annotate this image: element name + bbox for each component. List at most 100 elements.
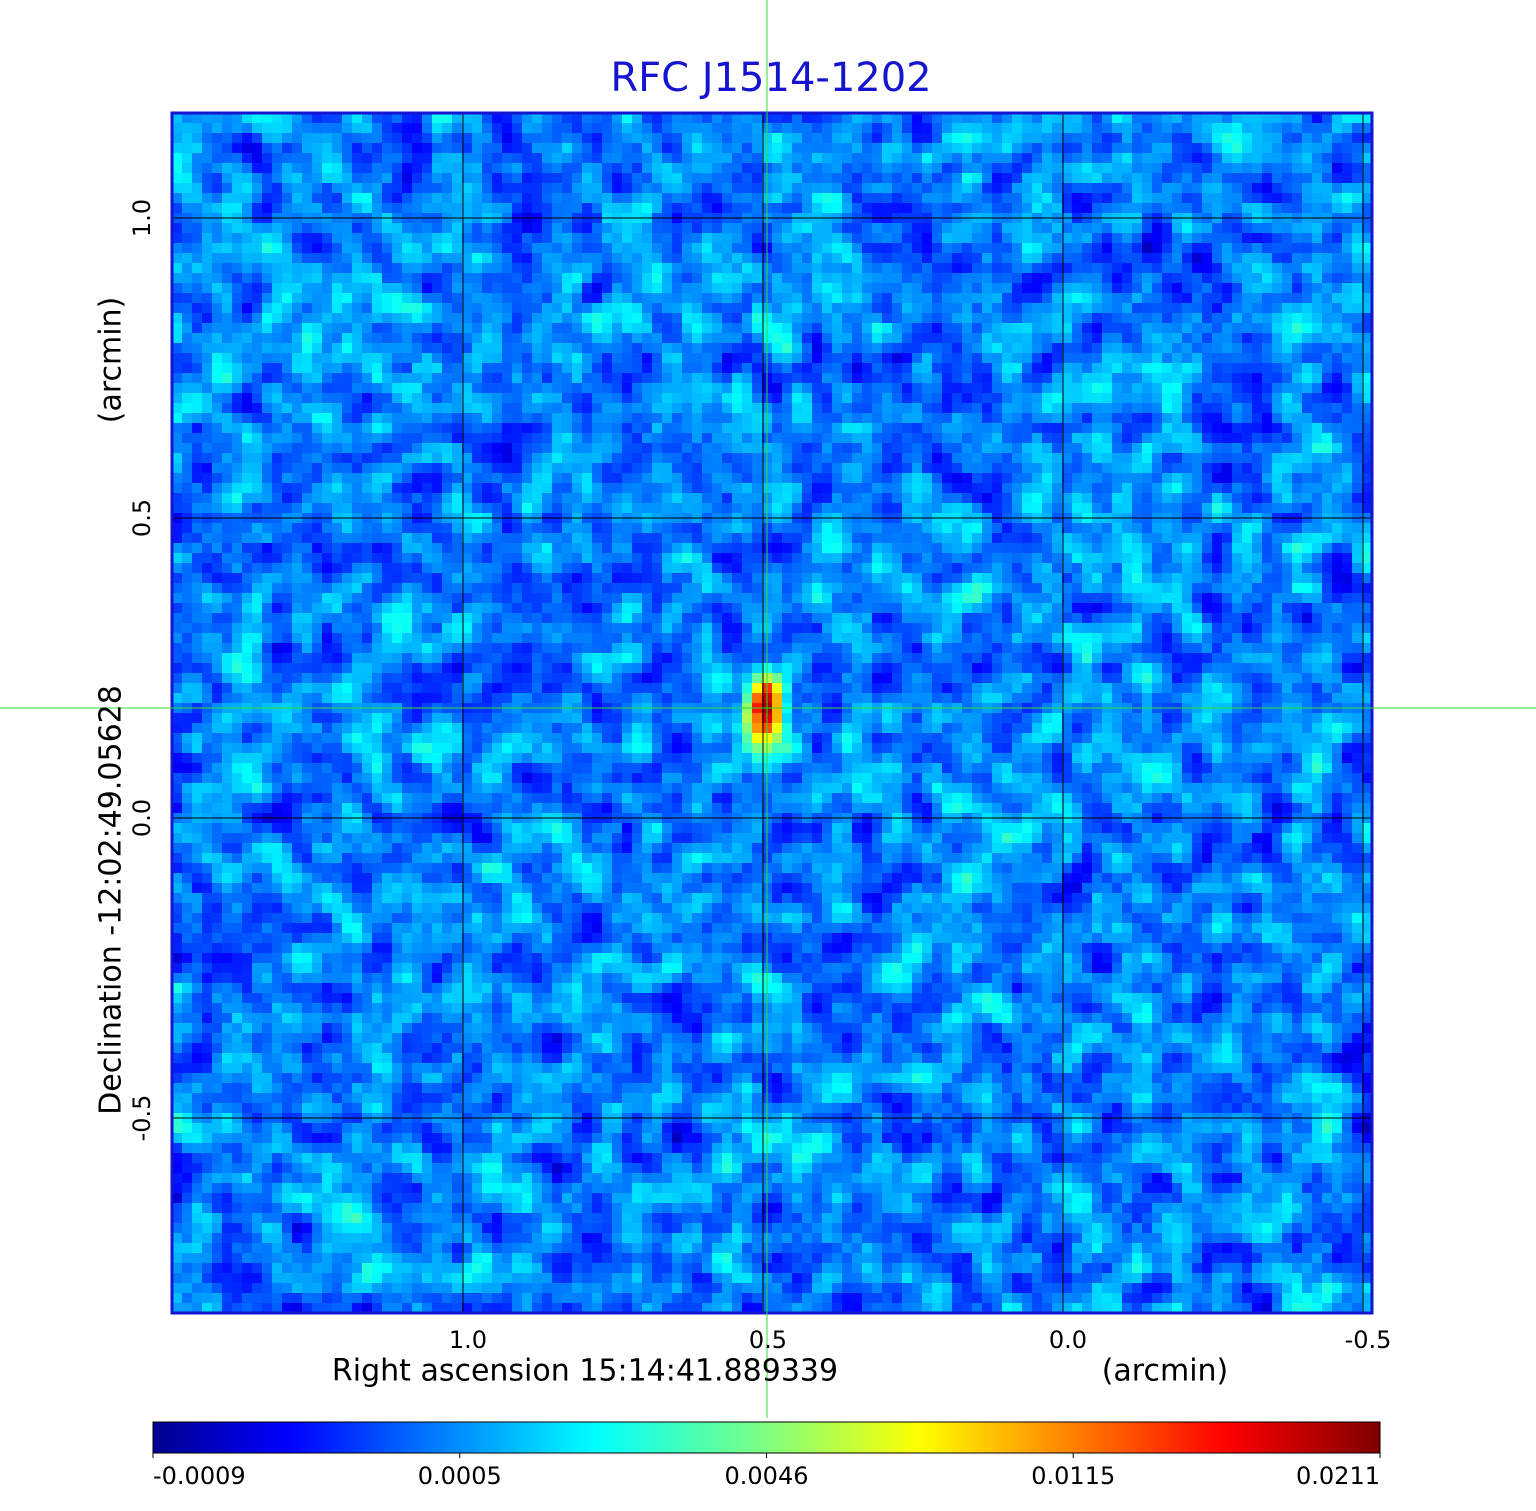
map-pixel: [312, 353, 323, 364]
map-pixel: [1222, 333, 1233, 344]
map-pixel: [1052, 413, 1063, 424]
map-pixel: [1322, 203, 1333, 214]
map-pixel: [1282, 303, 1293, 314]
map-pixel: [342, 503, 353, 514]
map-pixel: [842, 403, 853, 414]
map-pixel: [422, 463, 433, 474]
map-pixel: [1002, 383, 1013, 394]
map-pixel: [662, 383, 673, 394]
map-pixel: [722, 453, 733, 464]
map-pixel: [1332, 203, 1343, 214]
map-pixel: [632, 303, 643, 314]
map-pixel: [332, 493, 343, 504]
map-pixel: [1252, 133, 1263, 144]
map-pixel: [372, 173, 383, 184]
map-pixel: [722, 283, 733, 294]
map-pixel: [1062, 443, 1073, 454]
map-pixel: [362, 383, 373, 394]
map-pixel: [582, 483, 593, 494]
map-pixel: [942, 523, 953, 534]
map-pixel: [582, 523, 593, 534]
map-pixel: [542, 473, 553, 484]
map-pixel: [662, 143, 673, 154]
map-pixel: [1012, 403, 1023, 414]
map-pixel: [502, 183, 513, 194]
map-pixel: [672, 173, 683, 184]
map-pixel: [1322, 363, 1333, 374]
map-pixel: [252, 113, 263, 124]
map-pixel: [1192, 313, 1203, 324]
map-pixel: [272, 453, 283, 464]
map-pixel: [472, 283, 483, 294]
map-pixel: [632, 233, 643, 244]
map-pixel: [242, 413, 253, 424]
map-pixel: [612, 393, 623, 404]
map-pixel: [982, 183, 993, 194]
map-pixel: [1232, 183, 1243, 194]
map-pixel: [312, 523, 323, 534]
map-pixel: [842, 523, 853, 534]
map-pixel: [992, 333, 1003, 344]
map-pixel: [952, 133, 963, 144]
map-pixel: [812, 383, 823, 394]
map-pixel: [442, 183, 453, 194]
map-pixel: [802, 393, 813, 404]
map-pixel: [932, 443, 943, 454]
map-pixel: [1112, 393, 1123, 404]
map-pixel: [662, 493, 673, 504]
map-pixel: [402, 453, 413, 464]
map-pixel: [302, 443, 313, 454]
map-pixel: [822, 443, 833, 454]
map-pixel: [622, 453, 633, 464]
map-pixel: [192, 253, 203, 264]
map-pixel: [662, 353, 673, 364]
map-pixel: [1312, 203, 1323, 214]
map-pixel: [1282, 153, 1293, 164]
map-pixel: [812, 313, 823, 324]
map-pixel: [942, 143, 953, 154]
map-pixel: [652, 323, 663, 334]
map-pixel: [822, 223, 833, 234]
map-pixel: [1002, 303, 1013, 314]
map-pixel: [772, 273, 783, 284]
map-pixel: [1002, 433, 1013, 444]
map-pixel: [682, 333, 693, 344]
map-pixel: [292, 433, 303, 444]
map-pixel: [332, 323, 343, 334]
map-pixel: [492, 443, 503, 454]
map-pixel: [1252, 223, 1263, 234]
map-pixel: [382, 503, 393, 514]
map-pixel: [1212, 503, 1223, 514]
map-pixel: [442, 453, 453, 464]
map-pixel: [312, 323, 323, 334]
map-pixel: [1042, 433, 1053, 444]
map-pixel: [1082, 273, 1093, 284]
map-pixel: [1302, 303, 1313, 314]
map-pixel: [732, 283, 743, 294]
map-pixel: [382, 363, 393, 374]
map-pixel: [982, 233, 993, 244]
map-pixel: [902, 363, 913, 374]
map-pixel: [182, 463, 193, 474]
map-pixel: [1072, 483, 1083, 494]
map-pixel: [902, 313, 913, 324]
map-pixel: [712, 143, 723, 154]
map-pixel: [1042, 143, 1053, 154]
map-pixel: [362, 123, 373, 134]
map-pixel: [1292, 143, 1303, 154]
map-pixel: [672, 483, 683, 494]
map-pixel: [1212, 193, 1223, 204]
map-pixel: [1052, 473, 1063, 484]
map-pixel: [1212, 373, 1223, 384]
map-pixel: [1202, 363, 1213, 374]
map-pixel: [512, 293, 523, 304]
map-pixel: [772, 483, 783, 494]
map-pixel: [182, 303, 193, 314]
map-pixel: [1002, 143, 1013, 154]
map-pixel: [1142, 443, 1153, 454]
map-pixel: [862, 253, 873, 264]
map-pixel: [992, 323, 1003, 334]
map-pixel: [662, 393, 673, 404]
map-pixel: [652, 253, 663, 264]
map-pixel: [792, 123, 803, 134]
